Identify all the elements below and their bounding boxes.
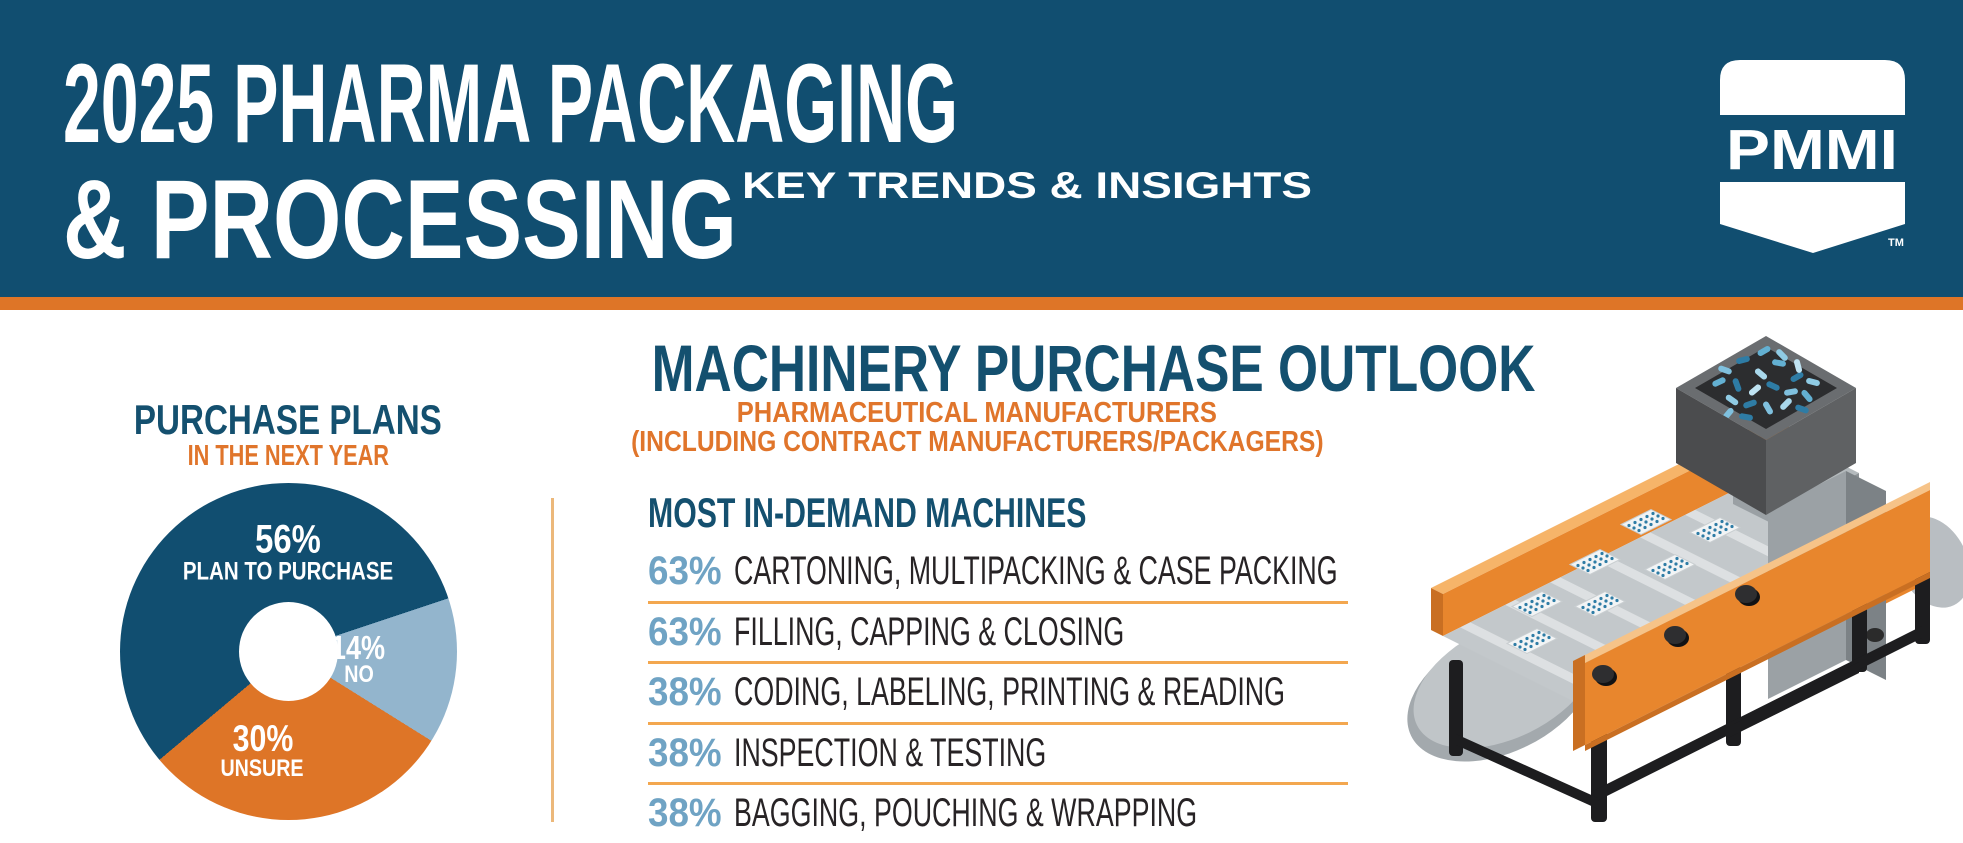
pmmi-tm-mark: TM [1888, 237, 1904, 249]
machine-item-percent: 38% [648, 670, 722, 715]
conveyor-illustration [1385, 330, 1963, 836]
machine-list-item: 63% FILLING, CAPPING & CLOSING [648, 604, 1348, 664]
page-title-line1: 2025 PHARMA PACKAGING [63, 41, 958, 166]
machinery-outlook-subtitle-1: PHARMACEUTICAL MANUFACTURERS [527, 399, 1427, 428]
machine-item-percent: 38% [648, 730, 722, 775]
pmmi-shield-top [1720, 60, 1905, 115]
pie-slice-plan-label: PLAN TO PURCHASE [182, 557, 394, 586]
machine-item-label: CODING, LABELING, PRINTING & READING [734, 670, 1286, 715]
pmmi-logo-text: PMMI [1726, 118, 1898, 182]
header-divider-band [0, 297, 1963, 310]
in-demand-machines-heading: MOST IN-DEMAND MACHINES [648, 490, 1257, 536]
in-demand-machines-list: 63% CARTONING, MULTIPACKING & CASE PACKI… [648, 543, 1348, 843]
purchase-plans-title-text: PURCHASE PLANS [134, 396, 442, 443]
machine-item-percent: 63% [648, 609, 722, 654]
pie-slice-plan-pct: 56% [255, 517, 321, 562]
machinery-outlook-subtitle-2-text: (INCLUDING CONTRACT MANUFACTURERS/PACKAG… [630, 426, 1324, 458]
header-banner: 2025 PHARMA PACKAGING & PROCESSING KEY T… [0, 0, 1963, 297]
machine-item-percent: 63% [648, 549, 722, 594]
machine-list-item: 38% BAGGING, POUCHING & WRAPPING [648, 785, 1348, 843]
purchase-pie-hole [239, 602, 338, 701]
machinery-outlook-subtitle-2: (INCLUDING CONTRACT MANUFACTURERS/PACKAG… [527, 428, 1427, 457]
machine-item-label: CARTONING, MULTIPACKING & CASE PACKING [734, 549, 1338, 594]
in-demand-machines-heading-text: MOST IN-DEMAND MACHINES [648, 489, 1087, 536]
machinery-outlook-subtitle-1-text: PHARMACEUTICAL MANUFACTURERS [736, 397, 1218, 429]
section-vertical-divider [551, 498, 554, 822]
page-title-line2: & PROCESSING [63, 157, 737, 282]
machine-item-label: FILLING, CAPPING & CLOSING [734, 609, 1125, 654]
conveyor-machine-icon [1407, 336, 1963, 822]
machine-item-label: BAGGING, POUCHING & WRAPPING [734, 791, 1198, 836]
machinery-outlook-title: MACHINERY PURCHASE OUTLOOK [527, 334, 1536, 402]
machine-list-item: 38% INSPECTION & TESTING [648, 725, 1348, 785]
pmmi-logo-icon: PMMI TM [1720, 60, 1905, 253]
purchase-pie: 56% PLAN TO PURCHASE 14% NO 30% UNSURE [120, 483, 457, 820]
machinery-outlook-title-text: MACHINERY PURCHASE OUTLOOK [651, 331, 1536, 405]
pmmi-shield-bottom [1720, 182, 1905, 253]
machine-list-item: 38% CODING, LABELING, PRINTING & READING [648, 664, 1348, 725]
pie-slice-no-pct: 14% [330, 629, 386, 666]
pie-slice-unsure-pct: 30% [232, 718, 294, 759]
machine-list-item: 63% CARTONING, MULTIPACKING & CASE PACKI… [648, 543, 1348, 604]
pie-slice-unsure-label: UNSURE [220, 755, 304, 782]
page-subtitle: KEY TRENDS & INSIGHTS [742, 165, 1312, 206]
purchase-plans-subtitle-text: IN THE NEXT YEAR [187, 440, 389, 472]
purchase-plans-subtitle: IN THE NEXT YEAR [88, 441, 488, 471]
pie-slice-no-label: NO [344, 661, 374, 688]
machine-item-percent: 38% [648, 791, 722, 836]
machine-item-label: INSPECTION & TESTING [734, 730, 1047, 775]
purchase-plans-title: PURCHASE PLANS [88, 398, 488, 442]
header-title-block: 2025 PHARMA PACKAGING & PROCESSING KEY T… [63, 41, 1312, 282]
